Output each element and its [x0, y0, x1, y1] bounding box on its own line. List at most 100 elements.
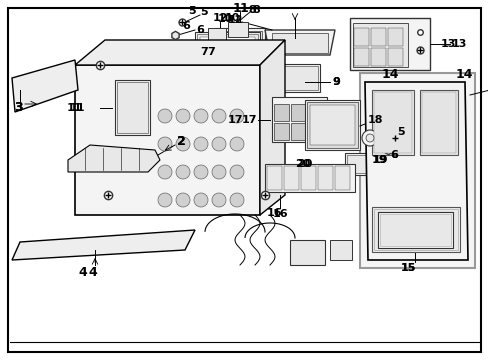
Polygon shape: [264, 30, 334, 55]
Bar: [379, 214, 450, 246]
Text: 17: 17: [241, 115, 257, 125]
Circle shape: [176, 165, 190, 179]
Bar: [373, 209, 457, 250]
Bar: [200, 37, 254, 57]
Bar: [419, 90, 457, 155]
Bar: [334, 166, 349, 190]
Bar: [352, 23, 407, 67]
Circle shape: [365, 134, 373, 142]
Text: 1: 1: [232, 1, 241, 14]
Text: 7: 7: [200, 47, 207, 57]
Text: 20: 20: [294, 159, 309, 169]
Bar: [345, 153, 372, 175]
Text: 9: 9: [331, 77, 339, 87]
Bar: [271, 97, 326, 142]
Bar: [370, 28, 385, 46]
Text: 18: 18: [376, 115, 392, 125]
Circle shape: [194, 109, 207, 123]
Bar: [309, 105, 354, 145]
Text: 16: 16: [266, 208, 282, 218]
Bar: [373, 92, 411, 153]
Text: 10: 10: [224, 13, 240, 23]
Bar: [371, 207, 459, 252]
Circle shape: [229, 137, 244, 151]
Polygon shape: [75, 65, 260, 215]
Bar: [377, 212, 452, 248]
Text: 6: 6: [182, 21, 189, 31]
Circle shape: [361, 130, 377, 146]
Text: 11: 11: [69, 103, 85, 113]
Circle shape: [212, 137, 225, 151]
Text: 12: 12: [212, 13, 227, 23]
Bar: [371, 90, 413, 155]
Bar: [197, 34, 258, 60]
Bar: [218, 31, 262, 47]
Bar: [271, 33, 327, 53]
Text: 3: 3: [14, 102, 22, 114]
Text: 5: 5: [200, 7, 207, 17]
Text: 4: 4: [78, 266, 86, 279]
Bar: [195, 32, 260, 62]
Text: 8: 8: [251, 5, 259, 15]
Text: 14: 14: [381, 68, 398, 81]
Text: 19: 19: [371, 155, 387, 165]
Text: 11: 11: [66, 103, 82, 113]
Text: 18: 18: [367, 115, 383, 125]
Text: 7: 7: [206, 47, 214, 57]
Text: 2: 2: [177, 135, 185, 148]
Bar: [421, 92, 455, 153]
Bar: [284, 166, 298, 190]
Circle shape: [229, 193, 244, 207]
Circle shape: [212, 193, 225, 207]
Circle shape: [158, 109, 172, 123]
Text: 3: 3: [14, 102, 22, 114]
Bar: [317, 166, 332, 190]
Text: 15: 15: [400, 263, 415, 273]
Circle shape: [212, 109, 225, 123]
Bar: [306, 102, 357, 148]
Polygon shape: [260, 40, 285, 215]
Text: 6: 6: [389, 150, 397, 160]
Text: 5: 5: [396, 127, 404, 137]
Text: 19: 19: [372, 155, 388, 165]
Bar: [387, 48, 402, 66]
Text: 15: 15: [400, 263, 415, 273]
Text: 13: 13: [440, 39, 455, 49]
Circle shape: [158, 193, 172, 207]
Bar: [273, 104, 288, 121]
Polygon shape: [364, 82, 467, 260]
Bar: [307, 104, 323, 121]
Bar: [370, 48, 385, 66]
Polygon shape: [12, 60, 78, 112]
Text: 5: 5: [396, 127, 404, 137]
Bar: [227, 22, 247, 37]
Bar: [305, 100, 359, 150]
Text: 10: 10: [218, 14, 233, 24]
Bar: [115, 80, 150, 135]
Polygon shape: [68, 145, 160, 172]
Bar: [353, 48, 368, 66]
Text: 9: 9: [331, 77, 339, 87]
Bar: [266, 166, 282, 190]
Bar: [307, 123, 323, 140]
Circle shape: [229, 165, 244, 179]
Bar: [273, 123, 288, 140]
Text: 20: 20: [296, 159, 311, 169]
Circle shape: [158, 165, 172, 179]
Polygon shape: [12, 230, 195, 260]
Bar: [359, 73, 474, 268]
Bar: [215, 28, 264, 50]
Polygon shape: [75, 40, 285, 65]
Text: 1: 1: [239, 3, 248, 15]
Circle shape: [194, 165, 207, 179]
Circle shape: [194, 193, 207, 207]
Text: 2: 2: [177, 135, 185, 148]
Text: 12: 12: [227, 15, 243, 25]
Text: 5: 5: [187, 6, 195, 16]
Bar: [349, 18, 429, 70]
Bar: [290, 123, 305, 140]
Text: 13: 13: [451, 39, 467, 49]
Bar: [207, 28, 225, 42]
Text: 8: 8: [247, 5, 255, 15]
Bar: [346, 155, 370, 173]
